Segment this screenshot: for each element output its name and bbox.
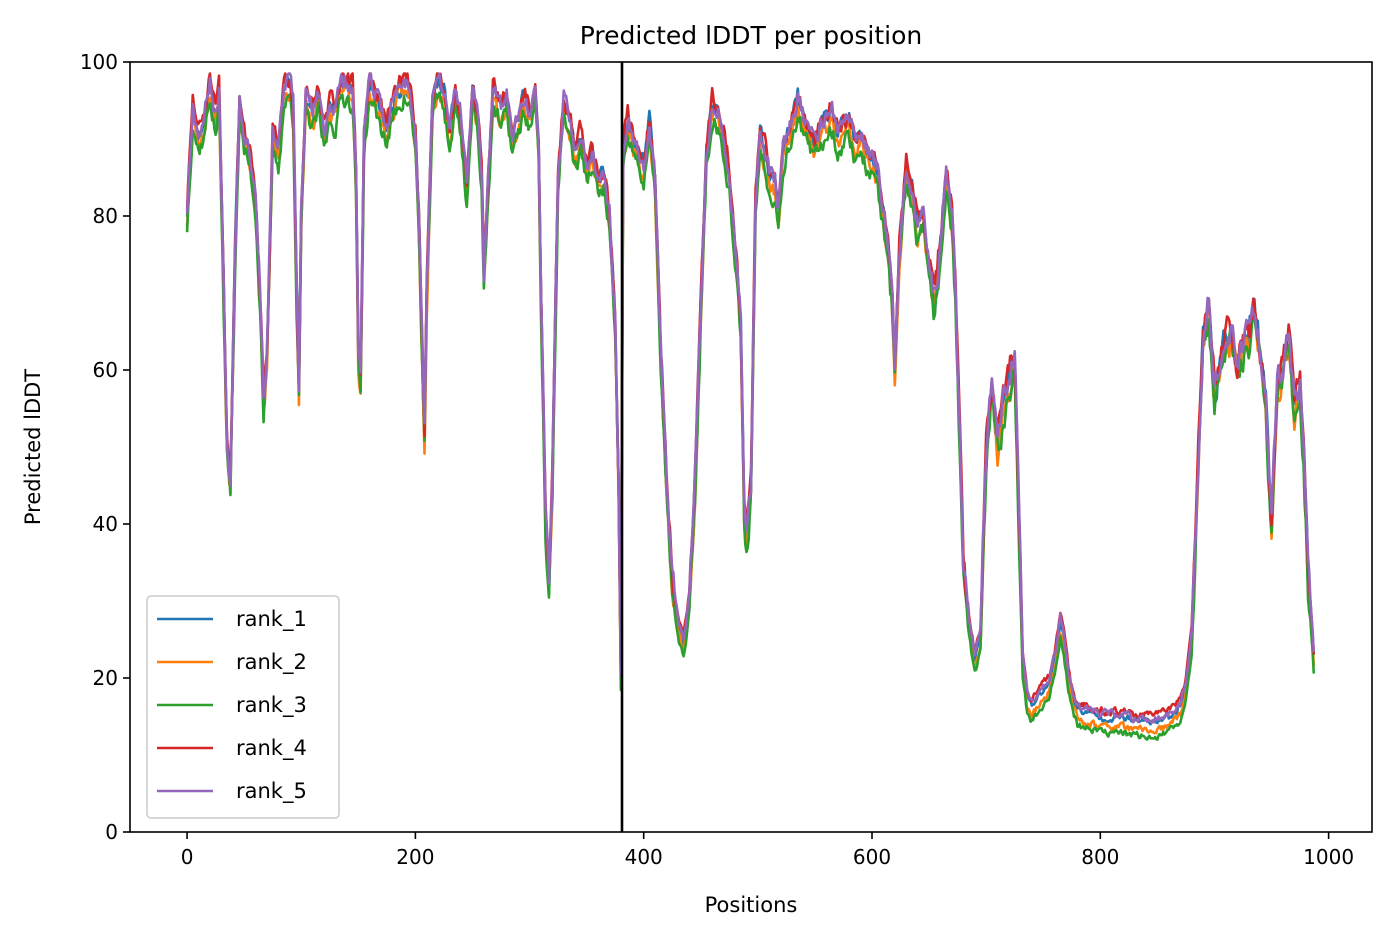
chart-title: Predicted lDDT per position [580,21,922,50]
y-tick-label: 100 [80,50,118,74]
series-line-rank-5 [185,72,1316,724]
legend-box [146,595,340,819]
legend-label-rank-3: rank_3 [236,693,307,718]
x-tick-label: 800 [1081,845,1119,869]
y-tick-label: 40 [93,512,118,536]
y-axis: 0 20 40 60 80 100 [80,50,130,844]
x-tick-label: 1000 [1303,845,1354,869]
y-tick-label: 20 [93,666,118,690]
x-tick-label: 0 [181,845,194,869]
legend-label-rank-2: rank_2 [236,650,307,675]
y-tick-label: 0 [105,820,118,844]
series-line-rank-3 [185,91,1316,741]
series-layer [185,72,1316,741]
legend: rank_1 rank_2 rank_3 rank_4 rank_5 [146,595,340,819]
plot-frame [129,61,1373,833]
y-tick-label: 60 [93,358,118,382]
legend-label-rank-4: rank_4 [236,736,307,761]
y-axis-title: Predicted lDDT [21,369,45,525]
x-tick-label: 600 [853,845,891,869]
y-tick-label: 80 [93,204,118,228]
legend-label-rank-1: rank_1 [236,607,307,632]
x-tick-label: 400 [625,845,663,869]
x-axis: 0 200 400 600 800 1000 [181,832,1354,869]
legend-label-rank-5: rank_5 [236,779,307,804]
legend-items: rank_1 rank_2 rank_3 rank_4 rank_5 [157,607,307,804]
x-axis-title: Positions [705,893,798,917]
x-tick-label: 200 [396,845,434,869]
